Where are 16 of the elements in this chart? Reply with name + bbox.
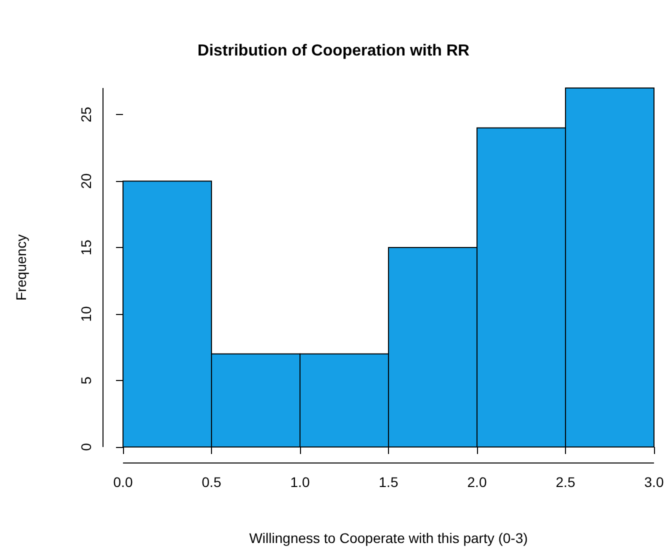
y-tick-label: 20 xyxy=(78,173,94,189)
x-tick-label: 0.5 xyxy=(202,474,222,490)
x-tick-label: 0.0 xyxy=(113,474,133,490)
y-tick-label: 15 xyxy=(78,240,94,256)
x-tick-label: 1.5 xyxy=(378,474,398,490)
y-tick-label: 10 xyxy=(78,306,94,322)
y-tick-label: 0 xyxy=(78,442,94,451)
x-axis-title: Willingness to Cooperate with this party (0-3) xyxy=(249,530,528,546)
y-tick-label: 5 xyxy=(78,376,94,384)
x-tick-label: 2.0 xyxy=(467,474,487,490)
y-axis-title: Frequency xyxy=(13,234,29,301)
y-tick-label: 25 xyxy=(78,106,94,122)
chart-title: Distribution of Cooperation with RR xyxy=(198,42,470,60)
x-tick-label: 1.0 xyxy=(290,474,310,490)
x-tick-label: 3.0 xyxy=(644,474,664,490)
x-tick-label: 2.5 xyxy=(556,474,576,490)
